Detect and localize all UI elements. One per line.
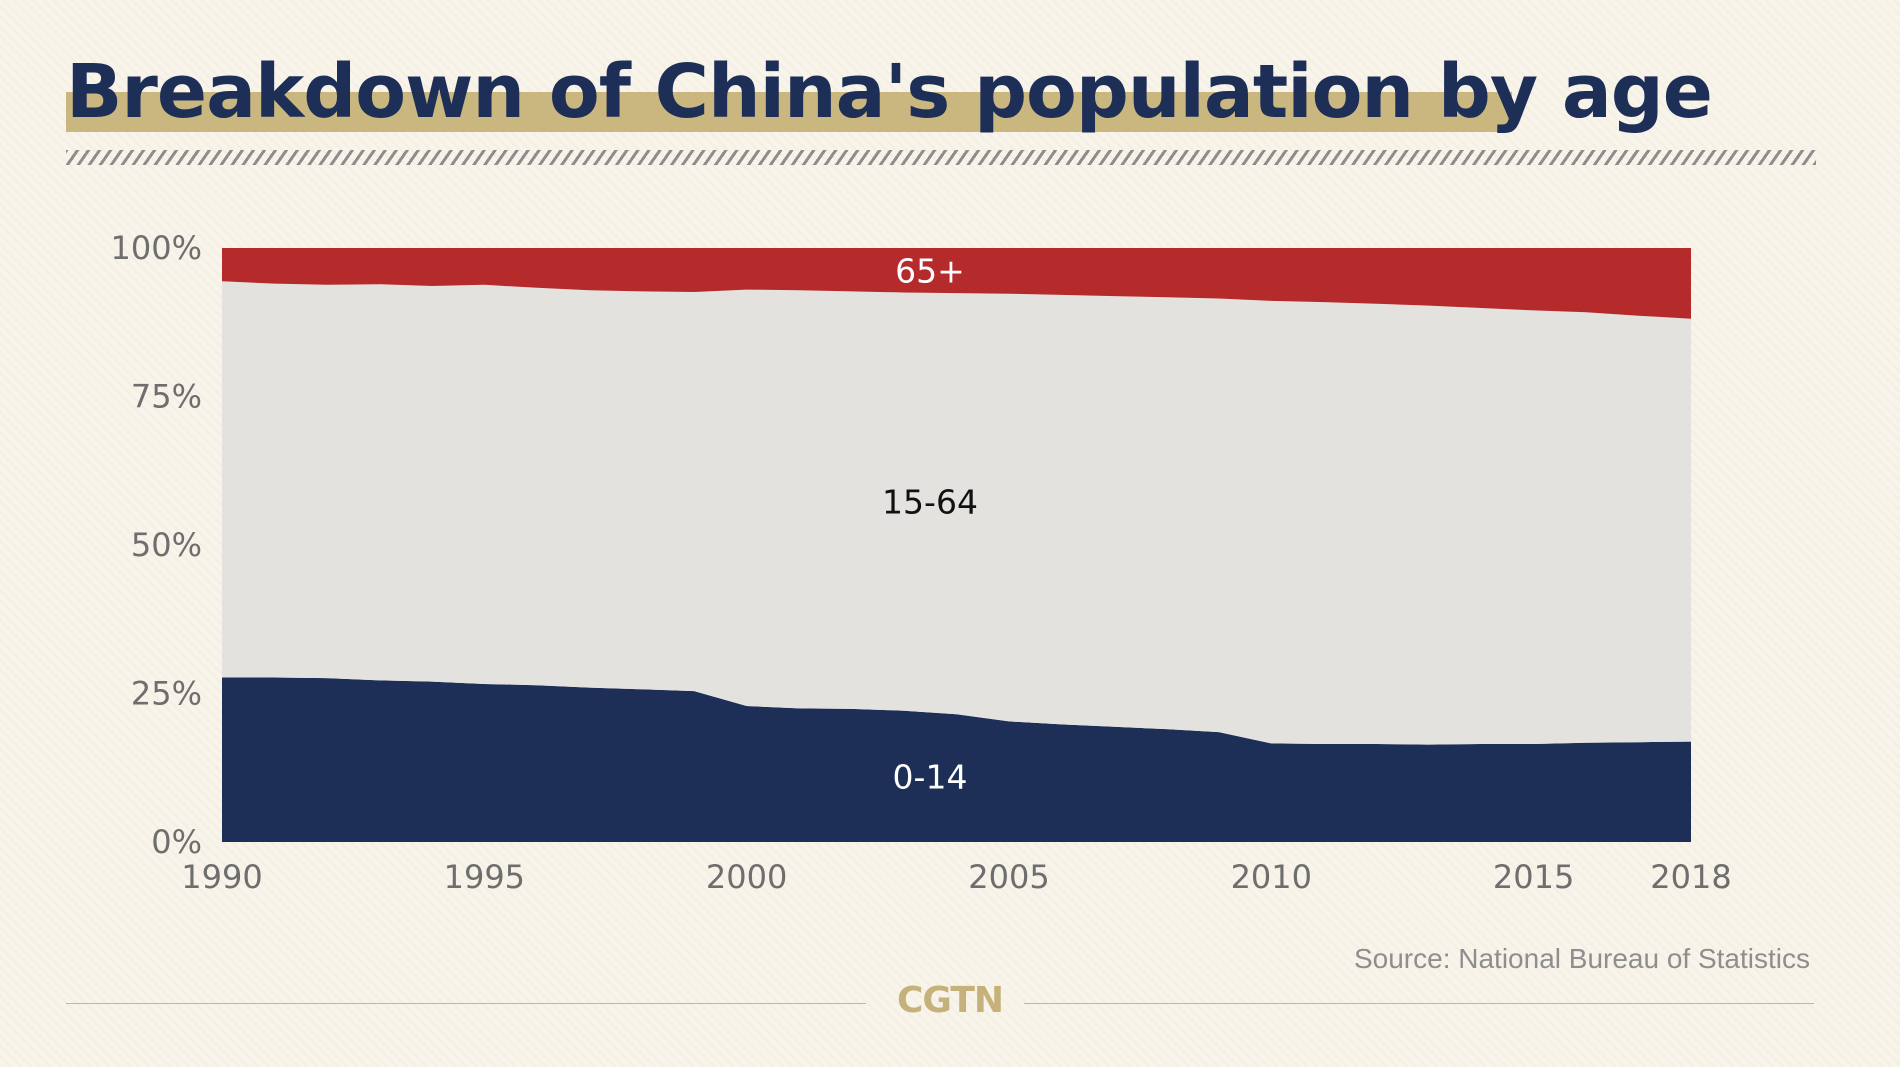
series-labels: 0-14 15-64 65+ — [882, 251, 978, 796]
series-label-15-64: 15-64 — [882, 483, 978, 522]
chart-areas — [222, 248, 1691, 842]
y-tick-label: 75% — [131, 378, 202, 416]
y-tick-label: 100% — [111, 229, 202, 267]
series-label-0-14: 0-14 — [893, 757, 968, 796]
x-tick-label: 2015 — [1493, 858, 1574, 896]
x-axis: 1990 1995 2000 2005 2010 2015 2018 — [181, 858, 1731, 896]
y-tick-label: 50% — [131, 526, 202, 564]
x-tick-label: 2010 — [1231, 858, 1312, 896]
x-tick-label: 2018 — [1650, 858, 1731, 896]
title-block: Breakdown of China's population by age — [66, 42, 1713, 142]
y-tick-label: 25% — [131, 675, 202, 713]
source-note: Source: National Bureau of Statistics — [1353, 943, 1810, 974]
hatched-divider — [66, 150, 1816, 165]
area-65-plus — [222, 248, 1691, 319]
footer-rule-right — [1024, 1003, 1814, 1004]
x-tick-label: 2005 — [968, 858, 1049, 896]
y-tick-label: 0% — [151, 823, 202, 861]
stacked-area-chart: 0% 25% 50% 75% 100% 1990 1995 2000 2005 2010 2015… — [111, 229, 1732, 896]
x-tick-label: 1995 — [444, 858, 525, 896]
area-0-14 — [222, 677, 1691, 842]
footer-rule-left — [66, 1003, 866, 1004]
series-label-65-plus: 65+ — [895, 251, 965, 290]
y-axis: 0% 25% 50% 75% 100% — [111, 229, 202, 861]
page-title: Breakdown of China's population by age — [66, 49, 1713, 135]
title-highlight — [66, 92, 1512, 132]
x-tick-label: 2000 — [706, 858, 787, 896]
x-tick-label: 1990 — [181, 858, 262, 896]
cgtn-logo: CGTN — [896, 980, 1004, 1021]
area-15-64 — [222, 281, 1691, 745]
